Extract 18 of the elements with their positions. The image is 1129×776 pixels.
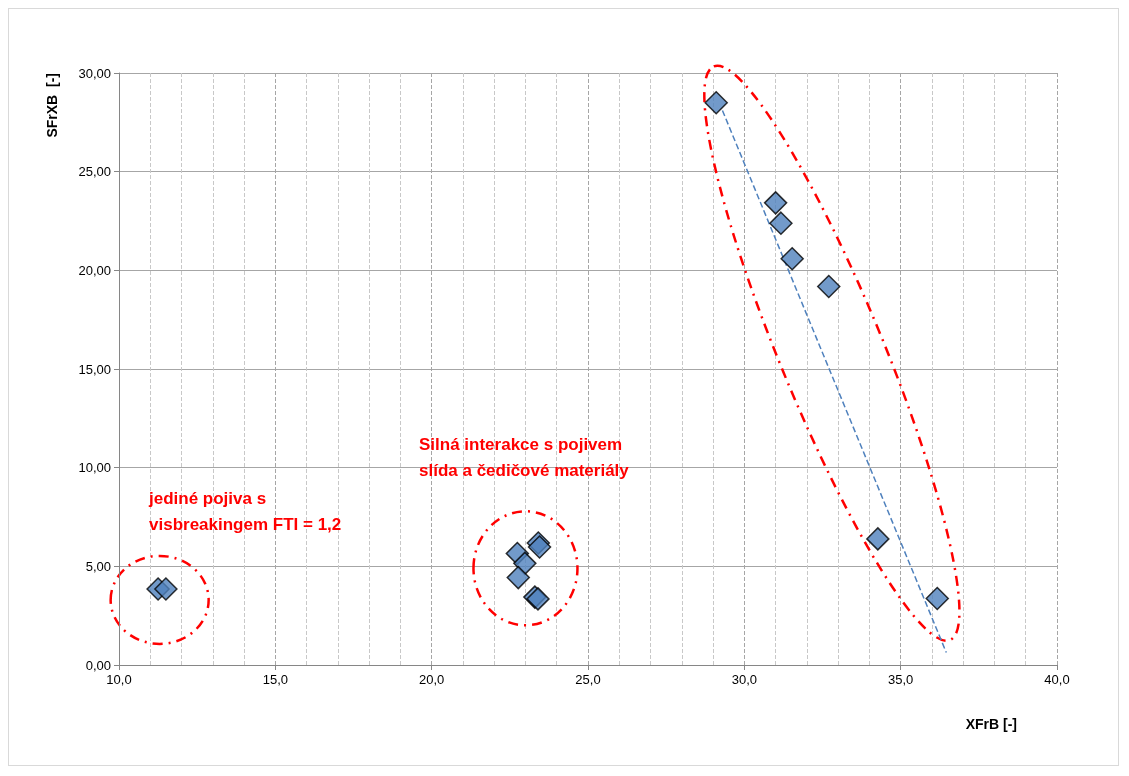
y-tick-label: 20,00 [78, 262, 111, 278]
x-tick-label: 40,0 [1044, 672, 1070, 687]
x-tick-label: 10,0 [106, 672, 132, 687]
y-tick-label: 25,00 [78, 164, 111, 180]
annotation: Silná interakce s pojivem slída a čedičové materiály [419, 434, 630, 480]
y-tick-label: 10,00 [78, 460, 111, 476]
y-tick-label: 15,00 [78, 361, 111, 377]
x-tick-label: 35,0 [888, 672, 914, 687]
y-tick-label: 5,00 [85, 558, 111, 574]
x-tick-label: 25,0 [575, 672, 601, 687]
y-tick-label: 30,00 [78, 65, 111, 81]
annotation: jediné pojiva s visbreakingem FTI = 1,2 [148, 488, 342, 534]
y-tick-label: 0,00 [85, 657, 111, 673]
x-tick-label: 30,0 [731, 672, 757, 687]
y-axis-title: SFrXB [-] [44, 73, 60, 138]
x-tick-label: 20,0 [419, 672, 445, 687]
x-axis-title: XFrB [-] [965, 716, 1017, 732]
x-tick-label: 15,0 [262, 672, 288, 687]
